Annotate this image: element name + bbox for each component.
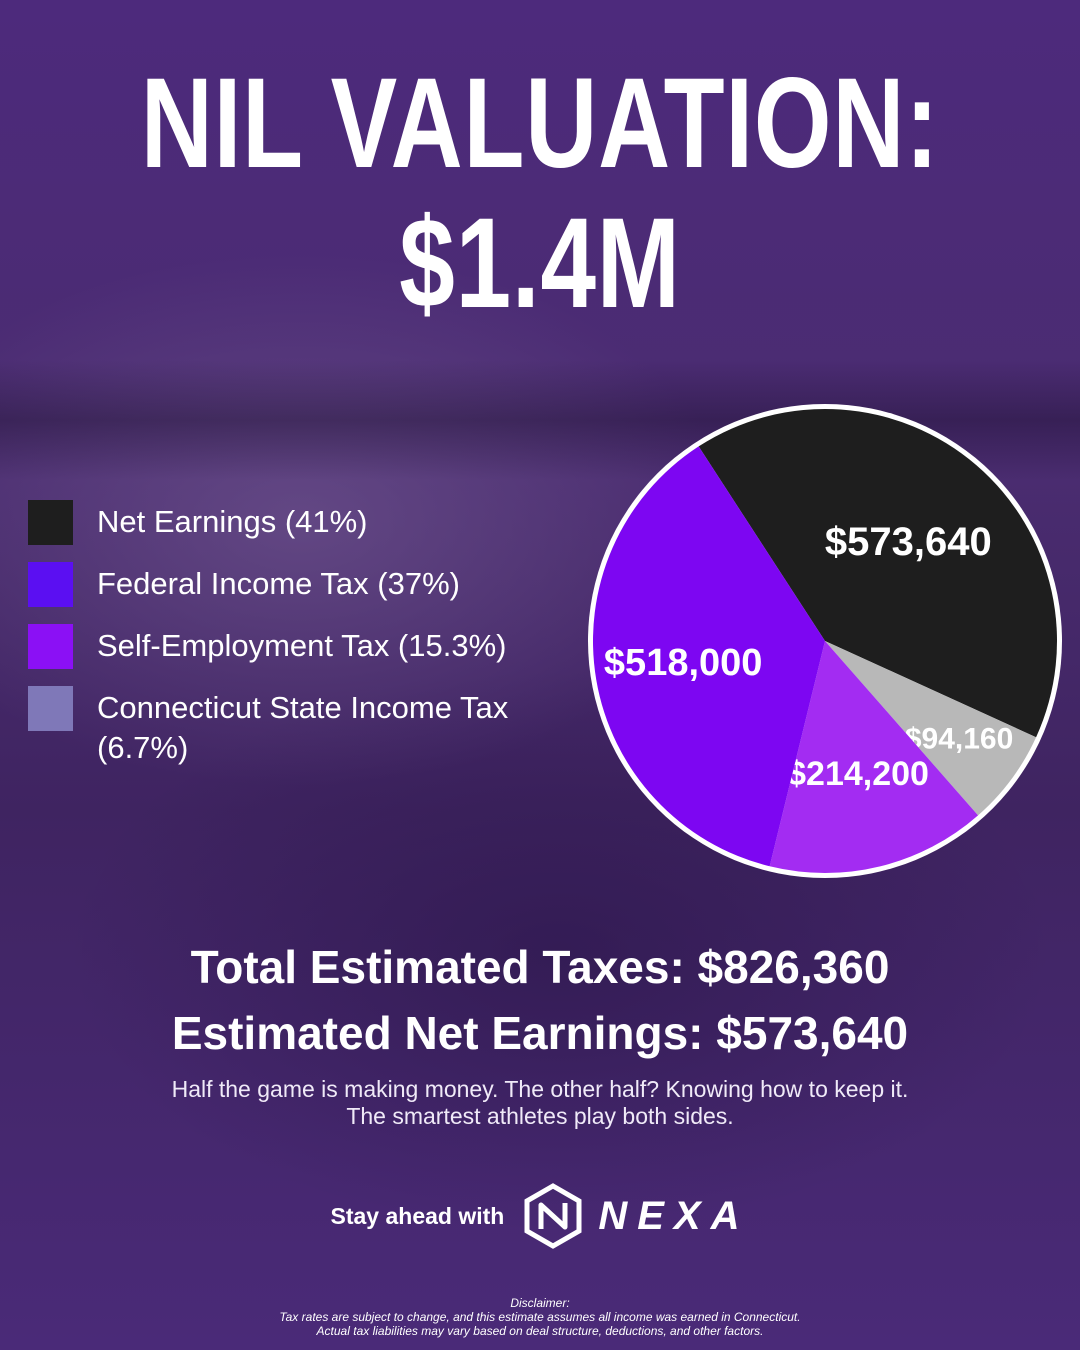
legend-swatch-state-income-tax xyxy=(28,686,73,731)
legend-item-net-earnings: Net Earnings (41%) xyxy=(28,500,588,545)
cta-text: Stay ahead with xyxy=(330,1202,505,1229)
legend-label-self-employment-tax: Self-Employment Tax (15.3%) xyxy=(97,628,507,663)
disclaimer-heading: Disclaimer: xyxy=(510,1296,570,1310)
valuation-amount: $1.4M xyxy=(399,192,681,335)
disclaimer-line-2: Actual tax liabilities may vary based on… xyxy=(316,1324,764,1338)
brand-cta: Stay ahead with NEXA xyxy=(0,1183,1080,1249)
legend-swatch-federal-income-tax xyxy=(28,562,73,607)
legend-label-state-income-tax: Connecticut State Income Tax (6.7%) xyxy=(97,690,509,765)
tagline-line-1: Half the game is making money. The other… xyxy=(171,1076,909,1102)
legend-swatch-net-earnings xyxy=(28,500,73,545)
legend-label-federal-income-tax: Federal Income Tax (37%) xyxy=(97,566,460,601)
pie-label-self-employment-tax: $214,200 xyxy=(787,755,929,793)
pie-label-net-earnings: $573,640 xyxy=(825,520,992,564)
disclaimer-line-1: Tax rates are subject to change, and thi… xyxy=(279,1310,801,1324)
brand-wordmark[interactable]: NEXA xyxy=(598,1193,750,1238)
pie-slice-net-earnings xyxy=(698,409,1057,738)
legend-item-state-income-tax: Connecticut State Income Tax (6.7%) xyxy=(28,686,588,768)
pie-slice-self-employment-tax xyxy=(769,641,979,873)
legend-swatch-self-employment-tax xyxy=(28,624,73,669)
pie-chart: $573,640 $94,160$214,200 $518,000 xyxy=(588,404,1062,878)
net-earnings-text: Estimated Net Earnings: $573,640 xyxy=(171,1007,909,1059)
pie-label-federal-income-tax: $518,000 xyxy=(604,642,763,684)
total-taxes-text: Total Estimated Taxes: $826,360 xyxy=(190,941,890,993)
pie-slice-federal-income-tax xyxy=(593,446,825,867)
chart-legend: Net Earnings (41%) Federal Income Tax (3… xyxy=(28,500,588,785)
legend-item-self-employment-tax: Self-Employment Tax (15.3%) xyxy=(28,624,588,669)
pie-label-connecticut-state-income-tax: $94,160 xyxy=(905,723,1013,756)
disclaimer: Disclaimer: Tax rates are subject to cha… xyxy=(0,1296,1080,1338)
nexa-logo-icon[interactable] xyxy=(520,1183,586,1249)
legend-label-net-earnings: Net Earnings (41%) xyxy=(97,504,368,539)
tagline-line-2: The smartest athletes play both sides. xyxy=(346,1103,734,1129)
tagline: Half the game is making money. The other… xyxy=(0,1076,1080,1130)
legend-item-federal-income-tax: Federal Income Tax (37%) xyxy=(28,562,588,607)
pie-slice-connecticut-state-income-tax xyxy=(825,641,1037,816)
page-title: NIL VALUATION: xyxy=(140,52,940,195)
